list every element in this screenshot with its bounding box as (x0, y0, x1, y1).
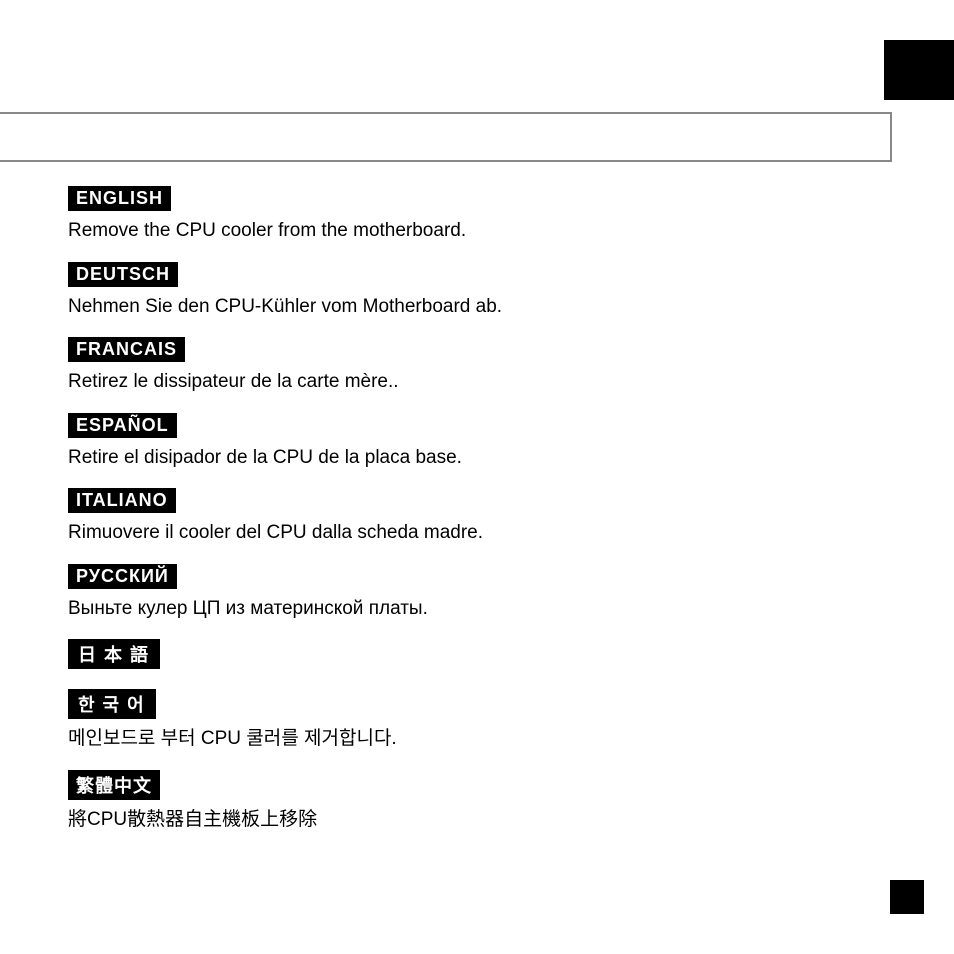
lang-block-italiano: ITALIANO Rimuovere il cooler del CPU dal… (68, 488, 888, 548)
lang-block-espanol: ESPAÑOL Retire el disipador de la CPU de… (68, 413, 888, 473)
lang-text-english: Remove the CPU cooler from the motherboa… (68, 217, 888, 246)
page-number-box (890, 880, 924, 914)
lang-block-english: ENGLISH Remove the CPU cooler from the m… (68, 186, 888, 246)
header-rule-box (0, 112, 892, 162)
lang-text-korean: 메인보드로 부터 CPU 쿨러를 제거합니다. (68, 725, 888, 754)
lang-block-francais: FRANCAIS Retirez le dissipateur de la ca… (68, 337, 888, 397)
lang-text-russian: Выньте кулер ЦП из материнской платы. (68, 595, 888, 624)
lang-text-tchinese: 將CPU散熱器自主機板上移除 (68, 806, 888, 835)
lang-text-deutsch: Nehmen Sie den CPU-Kühler vom Motherboar… (68, 293, 888, 322)
lang-block-deutsch: DEUTSCH Nehmen Sie den CPU-Kühler vom Mo… (68, 262, 888, 322)
lang-label-korean: 한국어 (68, 689, 156, 719)
lang-text-francais: Retirez le dissipateur de la carte mère.… (68, 368, 888, 397)
corner-tab-top (884, 40, 954, 100)
lang-block-tchinese: 繁體中文 將CPU散熱器自主機板上移除 (68, 770, 888, 835)
lang-block-russian: РУССКИЙ Выньте кулер ЦП из материнской п… (68, 564, 888, 624)
lang-label-italiano: ITALIANO (68, 488, 176, 513)
lang-label-tchinese: 繁體中文 (68, 770, 160, 800)
instructions-content: ENGLISH Remove the CPU cooler from the m… (68, 186, 888, 850)
lang-label-deutsch: DEUTSCH (68, 262, 178, 287)
lang-label-english: ENGLISH (68, 186, 171, 211)
lang-label-russian: РУССКИЙ (68, 564, 177, 589)
lang-text-espanol: Retire el disipador de la CPU de la plac… (68, 444, 888, 473)
lang-label-japanese: 日本語 (68, 639, 160, 669)
lang-label-francais: FRANCAIS (68, 337, 185, 362)
lang-label-espanol: ESPAÑOL (68, 413, 177, 438)
lang-block-japanese: 日本語 (68, 639, 888, 673)
lang-text-italiano: Rimuovere il cooler del CPU dalla scheda… (68, 519, 888, 548)
lang-block-korean: 한국어 메인보드로 부터 CPU 쿨러를 제거합니다. (68, 689, 888, 754)
